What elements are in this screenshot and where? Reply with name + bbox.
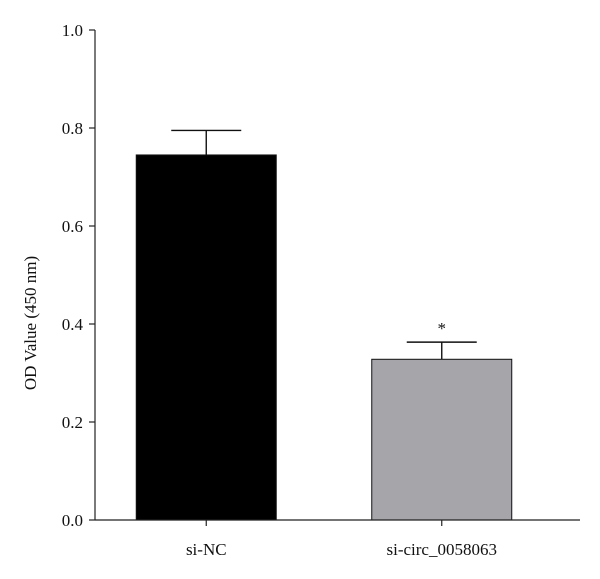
x-tick-label: si-circ_0058063 bbox=[387, 540, 497, 559]
error-bars-layer bbox=[171, 129, 477, 360]
y-axis-title: OD Value (450 nm) bbox=[21, 256, 40, 390]
significance-marker: * bbox=[438, 319, 447, 338]
bar-2 bbox=[371, 358, 513, 521]
x-ticks: si-NC si-circ_0058063 bbox=[186, 520, 497, 559]
y-tick-label: 0.6 bbox=[62, 217, 83, 236]
bars-layer bbox=[135, 154, 513, 521]
y-tick-label: 0.8 bbox=[62, 119, 83, 138]
bar-1 bbox=[135, 154, 277, 521]
y-ticks: 0.0 0.2 0.4 0.6 0.8 1.0 bbox=[62, 21, 95, 530]
x-tick-label: si-NC bbox=[186, 540, 227, 559]
annotations: * bbox=[438, 319, 447, 338]
y-tick-label: 0.0 bbox=[62, 511, 83, 530]
y-tick-label: 0.2 bbox=[62, 413, 83, 432]
y-tick-label: 0.4 bbox=[62, 315, 84, 334]
y-tick-label: 1.0 bbox=[62, 21, 83, 40]
axes-layer bbox=[94, 30, 580, 521]
